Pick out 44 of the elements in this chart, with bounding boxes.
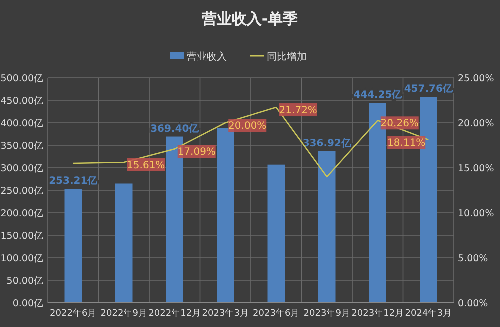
y-tick-label: 350.00亿	[0, 141, 44, 152]
data-label: 253.21亿	[49, 175, 99, 188]
y-tick-label: 0.00亿	[12, 298, 44, 310]
bar	[115, 184, 133, 303]
y-tick-label: 100.00亿	[0, 254, 44, 264]
data-label: 444.25亿	[354, 89, 404, 102]
data-label: 336.92亿	[302, 137, 352, 150]
data-label: 21.72%	[279, 106, 318, 117]
x-tick-label: 2022年9月	[100, 308, 148, 319]
bar	[216, 128, 234, 303]
data-label: 369.40亿	[150, 122, 200, 135]
y-tick-label: 500.00亿	[0, 74, 44, 84]
y-tick-label: 450.00亿	[0, 96, 44, 107]
x-tick-label: 2022年12月	[148, 308, 202, 319]
bar	[318, 151, 336, 303]
y-tick-label: 300.00亿	[0, 164, 44, 174]
data-label: 15.61%	[127, 160, 166, 172]
data-label: 18.11%	[388, 138, 426, 150]
y-tick-label: 250.00亿	[0, 186, 44, 197]
y2-tick-label: 20.00%	[458, 118, 494, 130]
legend-label: 同比增加	[267, 51, 307, 63]
bar	[64, 189, 82, 303]
y2-tick-label: 5.00%	[458, 254, 488, 264]
x-tick-label: 2023年9月	[304, 308, 350, 319]
y2-tick-label: 25.00%	[458, 74, 494, 84]
legend-label: 营业收入	[187, 51, 227, 63]
data-label: 17.09%	[178, 147, 216, 158]
y-tick-label: 150.00亿	[0, 231, 44, 242]
data-label: 20.26%	[380, 118, 419, 130]
x-tick-label: 2023年6月	[253, 308, 300, 319]
bar	[268, 164, 285, 303]
data-label: 20.00%	[228, 121, 267, 132]
y-tick-label: 400.00亿	[0, 118, 44, 130]
y2-tick-label: 0.00%	[458, 298, 488, 310]
x-tick-label: 2023年3月	[202, 308, 249, 319]
x-tick-label: 2024年3月	[405, 308, 452, 319]
y2-tick-label: 15.00%	[458, 164, 494, 174]
x-tick-label: 2023年12月	[352, 308, 404, 319]
x-tick-label: 2022年6月	[50, 308, 97, 319]
y-tick-label: 50.00亿	[6, 276, 44, 287]
y-tick-label: 200.00亿	[0, 208, 44, 220]
data-label: 457.76亿	[404, 83, 454, 96]
y2-tick-label: 10.00%	[458, 208, 494, 220]
chart-title: 营业收入-单季	[200, 10, 298, 28]
